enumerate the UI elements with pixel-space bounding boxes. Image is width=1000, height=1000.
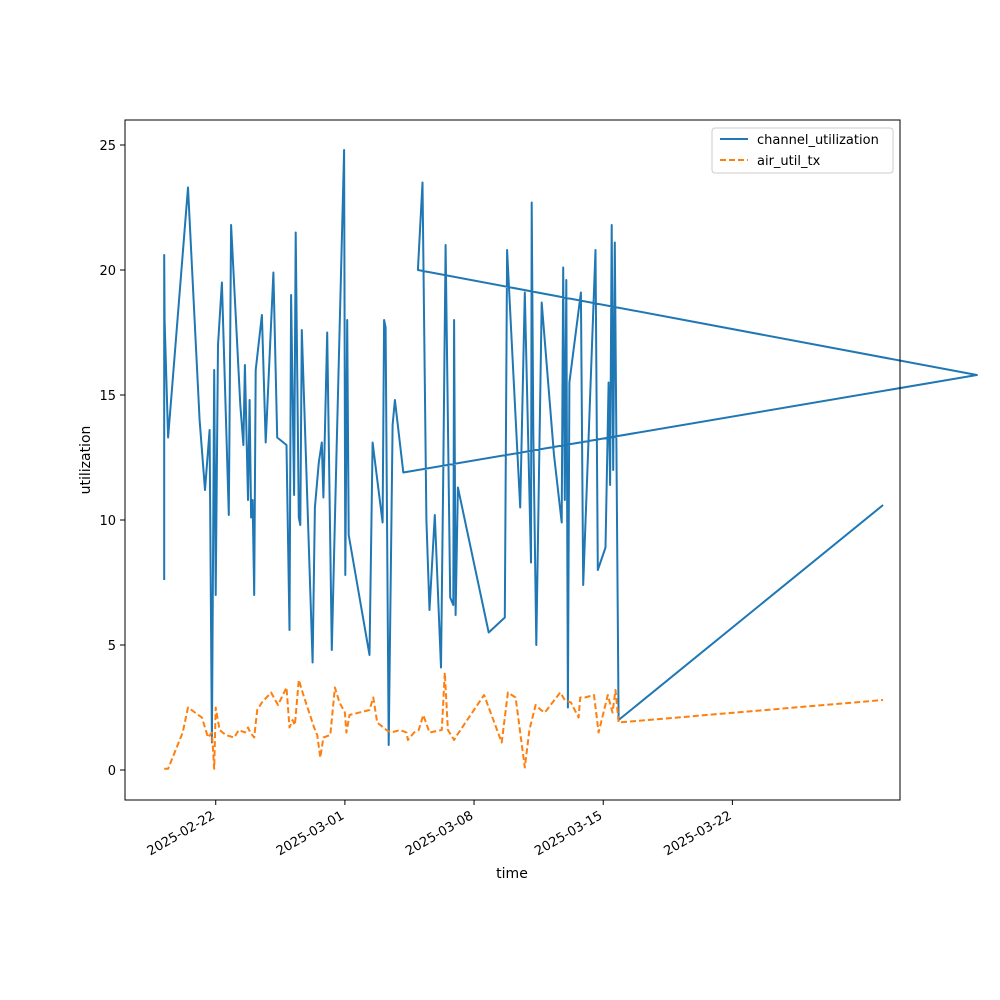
- plot-frame: [124, 119, 901, 801]
- y-tick-label: 0: [108, 764, 116, 779]
- y-tick-label: 5: [108, 639, 116, 654]
- y-tick-label: 15: [99, 389, 116, 404]
- series-layer: [163, 149, 978, 770]
- y-tick-label: 20: [99, 264, 116, 279]
- legend-label-channel-utilization: channel_utilization: [757, 133, 879, 148]
- y-tick-label: 10: [99, 514, 116, 529]
- series-line-air-util-tx: [164, 671, 884, 770]
- series-line-channel-utilization: [163, 149, 978, 746]
- y-tick-label: 25: [99, 139, 116, 154]
- x-axis-label: time: [496, 866, 528, 882]
- y-axis-label: utilization: [78, 426, 94, 495]
- legend-frame: [711, 127, 894, 174]
- legend: channel_utilization air_util_tx: [711, 127, 894, 174]
- plot-area: [125, 120, 900, 800]
- legend-label-air-util-tx: air_util_tx: [757, 154, 821, 169]
